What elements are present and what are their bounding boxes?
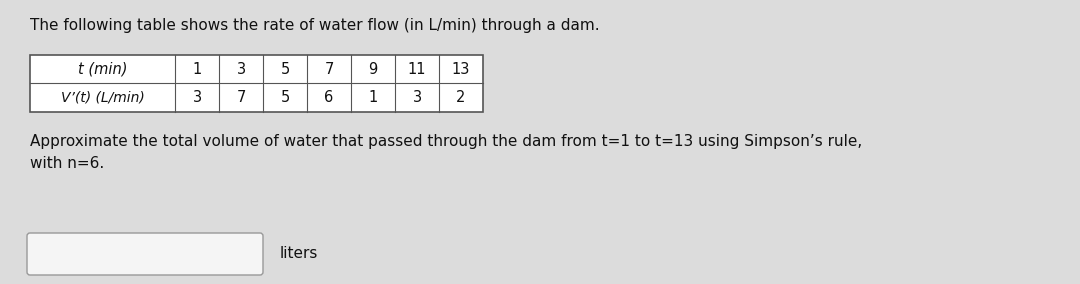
Bar bbox=[30, 55, 483, 112]
Text: 13: 13 bbox=[451, 62, 470, 77]
Text: 3: 3 bbox=[237, 62, 245, 77]
Text: 7: 7 bbox=[324, 62, 334, 77]
Text: 3: 3 bbox=[192, 90, 202, 105]
Text: 9: 9 bbox=[368, 62, 378, 77]
Text: 1: 1 bbox=[192, 62, 202, 77]
Text: 3: 3 bbox=[413, 90, 421, 105]
Text: 5: 5 bbox=[281, 62, 289, 77]
Text: 7: 7 bbox=[237, 90, 245, 105]
Text: The following table shows the rate of water flow (in L/min) through a dam.: The following table shows the rate of wa… bbox=[30, 18, 599, 33]
Text: 11: 11 bbox=[408, 62, 427, 77]
Text: Approximate the total volume of water that passed through the dam from t=1 to t=: Approximate the total volume of water th… bbox=[30, 134, 862, 171]
Text: 2: 2 bbox=[457, 90, 465, 105]
Text: t (min): t (min) bbox=[78, 62, 127, 77]
Text: 6: 6 bbox=[324, 90, 334, 105]
Text: 1: 1 bbox=[368, 90, 378, 105]
Text: V’(t) (L/min): V’(t) (L/min) bbox=[60, 91, 145, 105]
Text: liters: liters bbox=[280, 247, 319, 262]
Text: 5: 5 bbox=[281, 90, 289, 105]
FancyBboxPatch shape bbox=[27, 233, 264, 275]
